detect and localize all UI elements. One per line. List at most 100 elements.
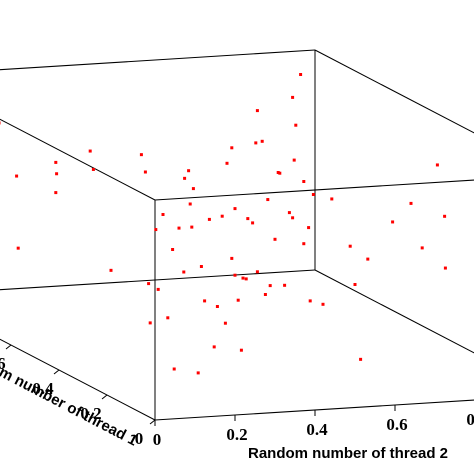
point: [409, 201, 413, 205]
x-tick-label: 0.2: [226, 425, 247, 444]
point: [190, 225, 194, 229]
point: [161, 213, 165, 216]
y-tick-label: 0.2: [80, 404, 101, 423]
point: [182, 270, 186, 274]
point: [241, 276, 245, 280]
point: [199, 265, 203, 268]
point: [255, 109, 259, 113]
point: [230, 146, 234, 150]
point: [230, 256, 234, 260]
point: [171, 248, 175, 251]
point: [255, 270, 259, 274]
box-edge: [0, 269, 316, 291]
x-tick-label: 0.6: [386, 415, 407, 434]
y-tick: [53, 369, 60, 375]
point: [263, 293, 267, 296]
point: [239, 348, 243, 352]
point: [223, 321, 227, 325]
y-axis-title: Random number of thread 1: [0, 342, 140, 449]
point: [187, 169, 191, 173]
point: [177, 226, 181, 230]
point: [156, 287, 160, 291]
point: [302, 242, 306, 246]
point: [308, 299, 312, 303]
y-tick-label: 0.6: [0, 354, 6, 373]
point: [348, 244, 352, 248]
point: [188, 202, 192, 206]
point: [139, 153, 143, 157]
point: [236, 298, 240, 302]
y-tick: [101, 394, 108, 400]
point: [147, 282, 151, 286]
point: [420, 246, 424, 250]
point: [166, 316, 170, 320]
point: [276, 171, 280, 174]
point: [196, 371, 200, 375]
point: [203, 299, 207, 303]
point: [0, 121, 1, 125]
point: [244, 277, 248, 281]
point: [183, 176, 187, 180]
point: [291, 216, 295, 220]
point: [278, 171, 282, 175]
point: [311, 193, 315, 196]
point: [283, 283, 287, 287]
point: [294, 123, 298, 127]
box-edge: [314, 269, 474, 354]
x-tick-label: 0: [153, 430, 162, 449]
point: [191, 187, 195, 191]
point: [220, 214, 224, 218]
x-axis-title: Random number of thread 2: [248, 445, 448, 462]
point: [307, 226, 311, 230]
x-tick-label: 0.4: [306, 420, 328, 439]
point: [88, 149, 92, 153]
point: [302, 180, 306, 183]
y-tick: [149, 419, 156, 425]
point: [143, 170, 147, 174]
point: [225, 161, 229, 165]
point: [233, 273, 237, 277]
point: [16, 246, 20, 250]
y-tick: [5, 344, 12, 350]
point: [233, 207, 237, 211]
point: [321, 302, 325, 306]
box-edge: [0, 49, 316, 71]
point: [251, 221, 255, 225]
x-tick-label: 0.8: [466, 410, 474, 429]
point: [109, 268, 113, 272]
point: [260, 139, 264, 143]
point: [291, 95, 295, 99]
box-edge: [0, 338, 156, 421]
point: [287, 211, 291, 215]
box-edge: [154, 179, 474, 201]
point: [15, 174, 19, 178]
y-tick-label: 0: [135, 429, 144, 448]
point: [254, 141, 258, 145]
box-edge: [0, 118, 156, 201]
point: [273, 237, 277, 241]
point: [212, 345, 216, 349]
point: [266, 198, 270, 202]
point: [435, 163, 439, 167]
point: [54, 191, 58, 195]
point: [246, 217, 250, 221]
point: [55, 172, 59, 176]
point: [268, 284, 272, 288]
point: [353, 283, 357, 286]
point: [215, 305, 219, 308]
point: [299, 73, 303, 76]
point: [391, 220, 395, 224]
point: [443, 214, 447, 218]
point: [54, 160, 58, 164]
point: [172, 367, 176, 371]
point: [154, 228, 158, 232]
point: [366, 257, 370, 261]
box-edge: [314, 49, 474, 134]
point: [443, 266, 447, 270]
point: [330, 197, 334, 201]
point: [207, 217, 211, 221]
point: [148, 321, 152, 325]
point: [359, 357, 363, 361]
y-tick-label: 0.4: [32, 379, 54, 398]
